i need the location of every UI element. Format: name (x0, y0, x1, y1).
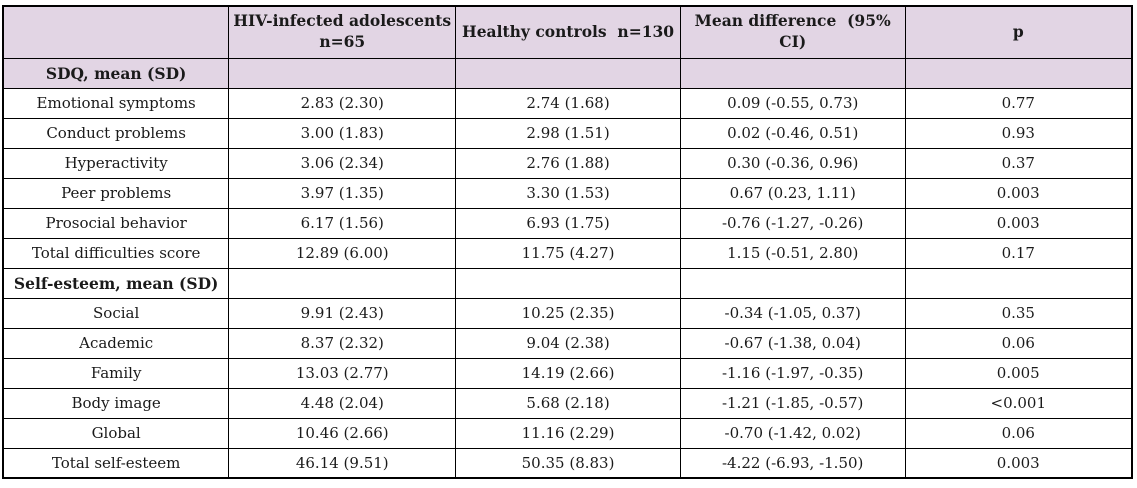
row-label: Family (2, 357, 230, 389)
table-cell: 0.37 (904, 147, 1133, 179)
row-label: Conduct problems (2, 117, 230, 149)
table-cell: 0.35 (904, 297, 1133, 329)
table-cell: 46.14 (9.51) (228, 447, 457, 479)
row-label: Total self-esteem (2, 447, 230, 479)
table-cell: <0.001 (904, 387, 1133, 419)
table-cell (455, 57, 681, 89)
table-cell: 1.15 (-0.51, 2.80) (679, 237, 906, 269)
table-cell: -1.21 (-1.85, -0.57) (679, 387, 906, 419)
table-cell: 0.30 (-0.36, 0.96) (679, 147, 906, 179)
row-label: Prosocial behavior (2, 207, 230, 239)
table-cell: 2.74 (1.68) (455, 87, 681, 119)
table-cell: 10.25 (2.35) (455, 297, 681, 329)
table-cell: 3.06 (2.34) (228, 147, 457, 179)
table-cell: 9.04 (2.38) (455, 327, 681, 359)
table-cell: 0.09 (-0.55, 0.73) (679, 87, 906, 119)
row-label: Total difficulties score (2, 237, 230, 269)
header-row: HIV-infected adolescents n=65 Healthy co… (2, 5, 1133, 59)
table-cell: 6.17 (1.56) (228, 207, 457, 239)
header-cell-p-value: p (904, 5, 1133, 59)
table-cell: 0.003 (904, 177, 1133, 209)
table-cell (228, 267, 457, 299)
table-row: Total difficulties score 12.89 (6.00) 11.7… (2, 237, 1133, 269)
header-cell-mean-difference: Mean difference (95% CI) (679, 5, 906, 59)
table-cell: 9.91 (2.43) (228, 297, 457, 329)
header-cell-empty (2, 5, 230, 59)
table-cell: 12.89 (6.00) (228, 237, 457, 269)
table-cell: 10.46 (2.66) (228, 417, 457, 449)
table-cell (455, 267, 681, 299)
section-row: SDQ, mean (SD) (2, 57, 1133, 89)
table-row: Prosocial behavior 6.17 (1.56) 6.93 (1.75)… (2, 207, 1133, 239)
table-cell: -0.70 (-1.42, 0.02) (679, 417, 906, 449)
table-cell: 8.37 (2.32) (228, 327, 457, 359)
table-row: Hyperactivity 3.06 (2.34) 2.76 (1.88) 0.30 … (2, 147, 1133, 179)
table-row: Family 13.03 (2.77) 14.19 (2.66) -1.16 (-1.… (2, 357, 1133, 389)
table-row: Emotional symptoms 2.83 (2.30) 2.74 (1.68)… (2, 87, 1133, 119)
row-label: Body image (2, 387, 230, 419)
table-cell: 50.35 (8.83) (455, 447, 681, 479)
header-cell-controls-group: Healthy controls n=130 (455, 5, 681, 59)
section-label: SDQ, mean (SD) (2, 57, 230, 89)
table-cell: 0.93 (904, 117, 1133, 149)
table-cell: 13.03 (2.77) (228, 357, 457, 389)
table-cell: 11.16 (2.29) (455, 417, 681, 449)
table-body: SDQ, mean (SD) Emotional symptoms 2.83 (2.… (2, 57, 1133, 479)
table-cell (904, 57, 1133, 89)
table-cell: 0.003 (904, 207, 1133, 239)
table-row: Social 9.91 (2.43) 10.25 (2.35) -0.34 (-1.0… (2, 297, 1133, 329)
table-cell: 2.98 (1.51) (455, 117, 681, 149)
table-cell (904, 267, 1133, 299)
table-cell: 0.77 (904, 87, 1133, 119)
table-cell: 5.68 (2.18) (455, 387, 681, 419)
table-cell (679, 267, 906, 299)
table-cell: 0.67 (0.23, 1.11) (679, 177, 906, 209)
table-row: Academic 8.37 (2.32) 9.04 (2.38) -0.67 (-1.… (2, 327, 1133, 359)
table-cell: -0.76 (-1.27, -0.26) (679, 207, 906, 239)
table-cell (679, 57, 906, 89)
table-row: Total self-esteem 46.14 (9.51) 50.35 (8.83… (2, 447, 1133, 479)
row-label: Academic (2, 327, 230, 359)
table-cell: -0.34 (-1.05, 0.37) (679, 297, 906, 329)
table-cell: 3.00 (1.83) (228, 117, 457, 149)
table-cell: 0.003 (904, 447, 1133, 479)
table-cell: -4.22 (-6.93, -1.50) (679, 447, 906, 479)
table-cell: 0.06 (904, 417, 1133, 449)
table-cell: 3.97 (1.35) (228, 177, 457, 209)
table-cell: 0.005 (904, 357, 1133, 389)
table-cell: 3.30 (1.53) (455, 177, 681, 209)
table-cell: 2.83 (2.30) (228, 87, 457, 119)
row-label: Hyperactivity (2, 147, 230, 179)
table-cell: 6.93 (1.75) (455, 207, 681, 239)
table-row: Global 10.46 (2.66) 11.16 (2.29) -0.70 (-1.… (2, 417, 1133, 449)
section-row: Self-esteem, mean (SD) (2, 267, 1133, 299)
table-cell: 0.02 (-0.46, 0.51) (679, 117, 906, 149)
table-cell: 0.17 (904, 237, 1133, 269)
table-cell: 0.06 (904, 327, 1133, 359)
row-label: Peer problems (2, 177, 230, 209)
table-cell: 4.48 (2.04) (228, 387, 457, 419)
comparison-table: HIV-infected adolescents n=65 Healthy co… (2, 5, 1133, 479)
table-row: Conduct problems 3.00 (1.83) 2.98 (1.51) 0.… (2, 117, 1133, 149)
header-cell-hiv-group: HIV-infected adolescents n=65 (228, 5, 457, 59)
table-cell: 11.75 (4.27) (455, 237, 681, 269)
table-header: HIV-infected adolescents n=65 Healthy co… (2, 5, 1133, 59)
table-row: Body image 4.48 (2.04) 5.68 (2.18) -1.21 (-… (2, 387, 1133, 419)
table-row: Peer problems 3.97 (1.35) 3.30 (1.53) 0.67 … (2, 177, 1133, 209)
table-cell (228, 57, 457, 89)
table-cell: -0.67 (-1.38, 0.04) (679, 327, 906, 359)
row-label: Emotional symptoms (2, 87, 230, 119)
row-label: Social (2, 297, 230, 329)
table-cell: -1.16 (-1.97, -0.35) (679, 357, 906, 389)
table-cell: 2.76 (1.88) (455, 147, 681, 179)
table-cell: 14.19 (2.66) (455, 357, 681, 389)
row-label: Global (2, 417, 230, 449)
section-label: Self-esteem, mean (SD) (2, 267, 230, 299)
